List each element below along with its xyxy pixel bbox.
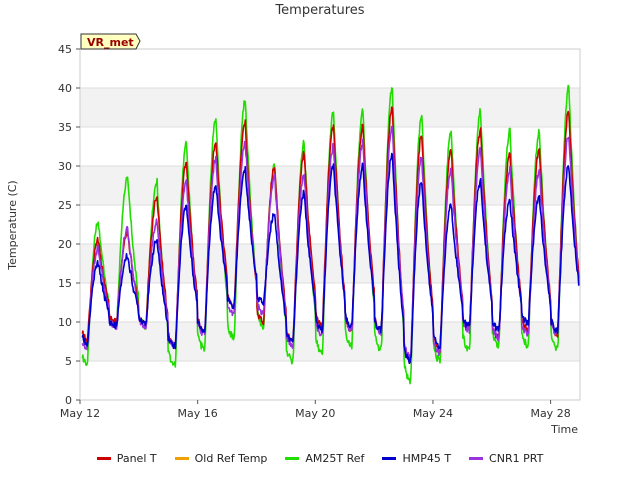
legend-item: HMP45 T <box>382 452 451 465</box>
y-axis-ticks: 0 5 10 15 20 25 30 35 40 45 <box>58 43 80 407</box>
plot-border <box>79 48 581 401</box>
series-lines <box>81 84 580 385</box>
y-tick-label: 10 <box>58 316 72 329</box>
y-tick-label: 25 <box>58 199 72 212</box>
grid-band <box>80 322 580 361</box>
legend-item: Panel T <box>96 452 157 465</box>
y-tick-label: 30 <box>58 160 72 173</box>
y-tick-label: 40 <box>58 82 72 95</box>
legend-swatch <box>174 457 189 460</box>
series-line-hmp45-t <box>81 152 580 365</box>
legend-swatch <box>382 457 397 460</box>
chart-title: Temperatures <box>274 3 364 18</box>
chart-legend: Panel T Old Ref Temp AM25T Ref HMP45 T CNR1 … <box>0 452 640 465</box>
x-tick-label: May 28 <box>530 407 570 420</box>
legend-label: CNR1 PRT <box>489 452 544 465</box>
grid-band <box>80 244 580 283</box>
legend-label: AM25T Ref <box>305 452 365 465</box>
y-tick-label: 15 <box>58 277 72 290</box>
series-line-cnr1-prt <box>81 125 580 361</box>
y-axis-label: Temperature (C) <box>6 180 19 270</box>
legend-item: CNR1 PRT <box>469 452 543 465</box>
vr-met-label: VR_met <box>87 36 134 49</box>
y-tick-label: 5 <box>65 355 72 368</box>
legend-item: AM25T Ref <box>285 452 364 465</box>
legend-label: HMP45 T <box>402 452 452 465</box>
y-tick-label: 0 <box>65 394 72 407</box>
legend-swatch <box>285 457 300 460</box>
x-tick-label: May 12 <box>60 407 100 420</box>
legend-swatch <box>469 457 484 460</box>
legend-item: Old Ref Temp <box>174 452 268 465</box>
x-tick-label: May 16 <box>178 407 218 420</box>
y-tick-label: 35 <box>58 121 72 134</box>
legend-swatch <box>96 457 111 460</box>
y-tick-label: 20 <box>58 238 72 251</box>
x-axis-ticks: May 12 May 16 May 20 May 24 May 28 <box>60 400 571 420</box>
legend-label: Panel T <box>116 452 157 465</box>
y-tick-label: 45 <box>58 43 72 56</box>
x-tick-label: May 20 <box>295 407 335 420</box>
vr-met-badge: VR_met <box>80 33 141 50</box>
legend-label: Old Ref Temp <box>194 452 268 465</box>
grid-band <box>80 88 580 127</box>
x-tick-label: May 24 <box>413 407 453 420</box>
x-axis-label: Time <box>550 423 578 436</box>
